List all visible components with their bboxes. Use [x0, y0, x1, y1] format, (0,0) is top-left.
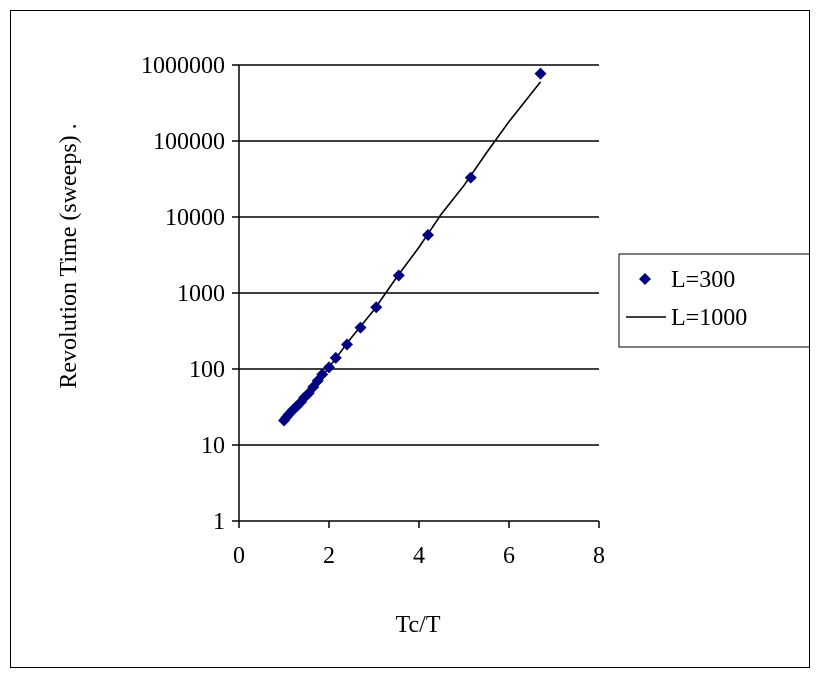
legend-marker-diamond	[639, 273, 651, 285]
series-markers-group	[278, 67, 547, 427]
x-tick-label-6: 6	[503, 543, 515, 569]
x-tick-label-2: 2	[323, 543, 335, 569]
data-point-0-13	[323, 361, 335, 374]
y-tick-label-10000: 10000	[165, 205, 225, 231]
data-point-0-18	[392, 269, 405, 282]
data-point-0-19	[422, 228, 434, 241]
legend-label-l1000: L=1000	[671, 305, 747, 331]
data-point-0-21	[534, 67, 547, 80]
tick-labels: 1 10 100 1000 10000 100000 1000000 0 2 4 6 8	[141, 53, 605, 569]
y-tick-label-1000: 1000	[177, 281, 225, 307]
axes	[232, 64, 600, 528]
y-tick-label-100000: 100000	[153, 129, 225, 155]
y-tick-label-1000000: 1000000	[141, 53, 225, 79]
y-tick-label-100: 100	[189, 357, 225, 383]
x-tick-label-4: 4	[413, 543, 425, 569]
data-point-0-20	[464, 171, 477, 184]
y-tick-label-1: 1	[213, 509, 225, 535]
data-point-0-12	[316, 368, 329, 381]
chart-frame: 1 10 100 1000 10000 100000 1000000 0 2 4 6 8 Tc/T R…	[10, 10, 815, 668]
x-axis-label: Tc/T	[396, 612, 441, 638]
legend: L=300 L=1000	[618, 253, 815, 348]
data-point-0-17	[370, 301, 383, 314]
grid-lines	[239, 64, 599, 446]
data-point-0-16	[354, 321, 367, 334]
chart-svg: 1 10 100 1000 10000 100000 1000000 0 2 4 6 8 Tc/T R…	[56, 53, 815, 638]
data-point-0-14	[329, 351, 342, 364]
y-axis-label: Revolution Time (sweeps) .	[56, 123, 82, 388]
y-tick-label-10: 10	[201, 433, 225, 459]
x-tick-label-8: 8	[593, 543, 605, 569]
x-tick-label-0: 0	[233, 543, 245, 569]
legend-label-l300: L=300	[671, 267, 735, 293]
data-point-0-15	[341, 338, 353, 351]
